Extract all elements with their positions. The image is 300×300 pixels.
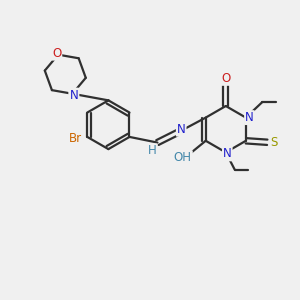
Text: N: N — [70, 89, 78, 102]
Text: Br: Br — [69, 132, 82, 145]
Text: O: O — [52, 47, 61, 60]
Text: N: N — [70, 89, 78, 102]
Text: N: N — [245, 111, 254, 124]
Text: S: S — [270, 136, 278, 149]
Text: N: N — [223, 147, 232, 161]
Text: OH: OH — [174, 151, 192, 164]
Text: N: N — [177, 123, 186, 136]
Text: H: H — [148, 144, 157, 158]
Text: O: O — [221, 72, 230, 85]
